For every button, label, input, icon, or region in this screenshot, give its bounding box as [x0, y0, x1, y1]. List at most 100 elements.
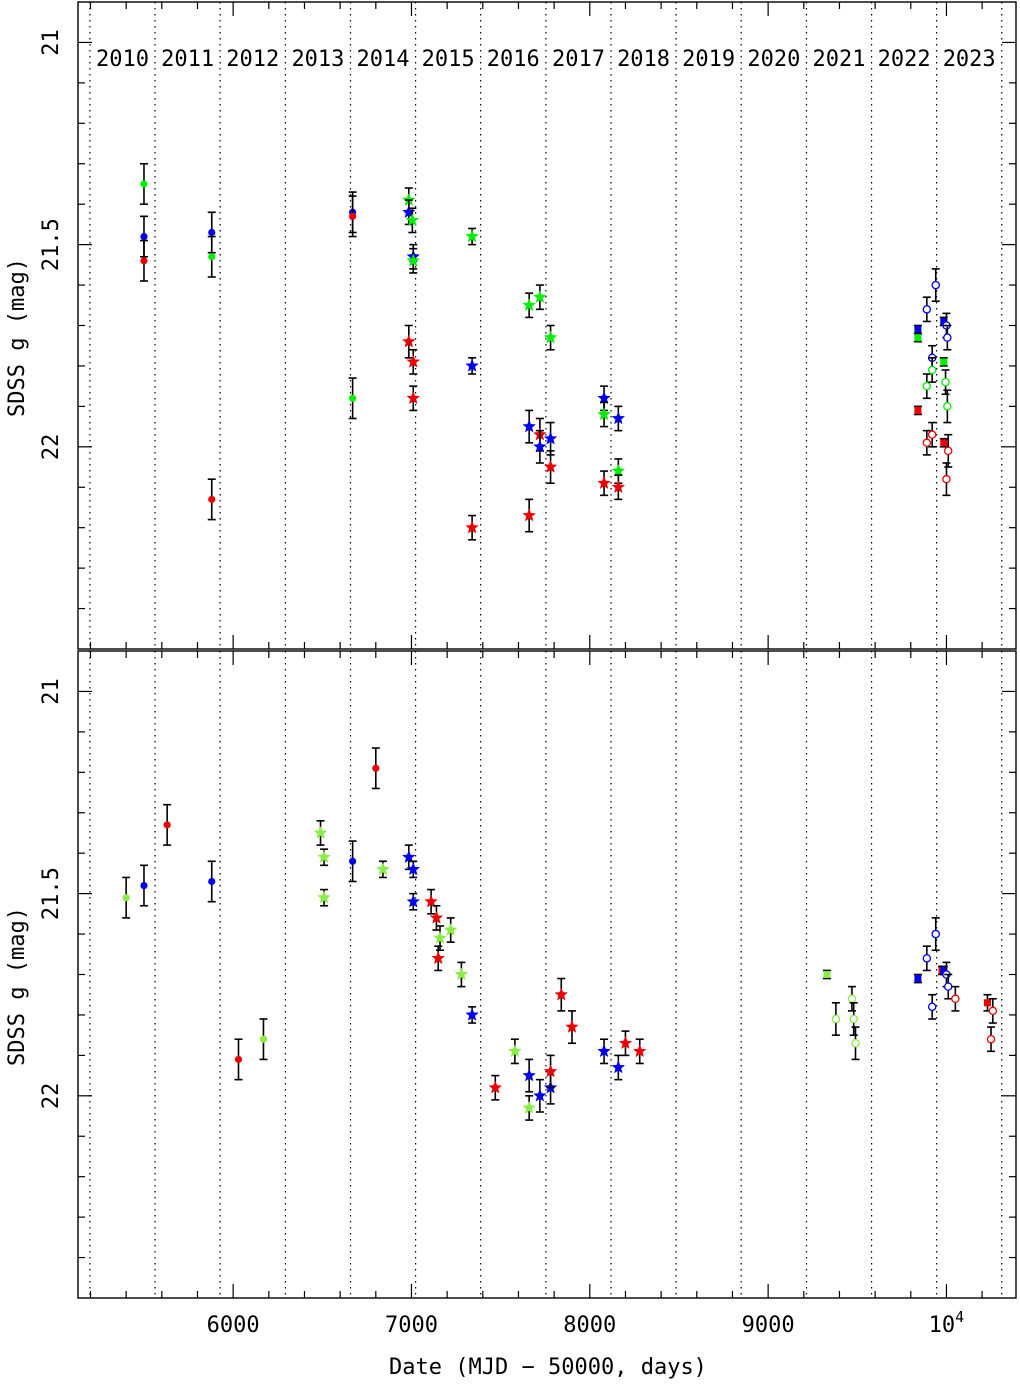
- circle-marker: [208, 253, 216, 261]
- star-marker: [632, 1044, 647, 1058]
- data-point: [122, 876, 131, 919]
- data-point: [406, 247, 421, 274]
- open-circle-marker: [943, 982, 953, 991]
- circle-marker: [208, 495, 216, 503]
- data-point: [406, 385, 421, 412]
- open-circle-marker: [922, 381, 932, 391]
- data-point: [597, 1038, 611, 1065]
- star-marker: [401, 334, 416, 348]
- open-circle-marker: [943, 446, 953, 456]
- data-point: [942, 462, 951, 497]
- square-marker: [940, 966, 948, 974]
- data-point: [849, 1002, 858, 1036]
- data-point: [533, 1078, 547, 1113]
- data-point: [611, 474, 626, 501]
- data-point: [913, 405, 922, 416]
- data-point: [565, 1010, 579, 1045]
- square-marker: [940, 317, 948, 325]
- open-circle-marker: [922, 438, 932, 448]
- data-point: [597, 470, 611, 497]
- data-point: [543, 450, 558, 485]
- data-point: [913, 973, 922, 984]
- panel-frame: [77, 650, 1017, 1299]
- data-point: [632, 1038, 647, 1065]
- star-marker: [611, 463, 626, 477]
- data-point: [927, 993, 937, 1020]
- open-circle-marker: [922, 305, 932, 314]
- year-label: 2011: [161, 47, 214, 72]
- data-point: [522, 1058, 537, 1093]
- square-marker: [940, 358, 948, 366]
- data-point: [406, 892, 421, 911]
- circle-marker: [208, 228, 216, 237]
- year-label: 2020: [747, 47, 800, 72]
- data-point: [406, 348, 421, 375]
- star-marker: [522, 1068, 537, 1082]
- data-point: [443, 917, 458, 943]
- data-point: [522, 1095, 537, 1121]
- data-point: [618, 1030, 633, 1057]
- star-marker: [522, 419, 537, 433]
- data-point: [543, 324, 558, 351]
- data-point: [943, 324, 952, 351]
- data-point: [406, 860, 421, 879]
- data-point: [847, 985, 857, 1012]
- open-circle-marker: [927, 1002, 937, 1012]
- star-marker: [611, 480, 626, 494]
- open-circle-marker: [931, 280, 941, 290]
- year-label: 2016: [487, 47, 540, 72]
- year-label: 2022: [878, 47, 931, 72]
- star-marker: [406, 894, 421, 908]
- star-marker: [405, 213, 420, 227]
- data-point: [822, 969, 831, 980]
- open-circle-marker: [849, 1014, 858, 1024]
- open-circle-marker: [931, 929, 941, 939]
- data-point: [922, 296, 932, 323]
- star-marker: [406, 253, 421, 267]
- data-point: [207, 235, 216, 278]
- data-point: [234, 1038, 243, 1081]
- data-point: [139, 162, 148, 205]
- star-marker: [376, 862, 390, 876]
- star-marker: [597, 1044, 611, 1058]
- data-point: [454, 961, 469, 988]
- star-marker: [443, 922, 458, 936]
- star-marker: [465, 520, 479, 534]
- square-marker: [914, 334, 922, 342]
- x-axis-title: Date (MJD − 50000, days): [389, 1355, 707, 1380]
- data-point: [508, 1038, 522, 1065]
- y-axis-title: SDSS g (mag): [5, 258, 30, 417]
- year-label: 2013: [291, 47, 344, 72]
- data-point: [348, 840, 357, 883]
- star-marker: [533, 1088, 547, 1102]
- square-marker: [914, 975, 922, 983]
- square-marker: [983, 999, 991, 1007]
- circle-marker: [349, 857, 357, 865]
- data-point: [931, 917, 941, 952]
- data-point: [317, 888, 331, 907]
- data-point: [424, 888, 438, 915]
- data-point: [405, 207, 420, 234]
- y-axis-title: SDSS g (mag): [5, 907, 30, 1066]
- y-tick-label: 21: [39, 29, 64, 56]
- star-marker: [611, 411, 626, 425]
- data-point: [522, 409, 537, 444]
- data-point: [922, 429, 932, 456]
- data-point: [611, 1054, 626, 1081]
- star-marker: [533, 289, 547, 304]
- data-point: [431, 945, 446, 972]
- star-marker: [465, 229, 479, 243]
- star-marker: [522, 1100, 537, 1114]
- open-circle-marker: [847, 994, 857, 1004]
- star-marker: [424, 894, 438, 908]
- star-marker: [401, 205, 416, 219]
- data-point: [401, 324, 416, 359]
- data-point: [139, 864, 148, 907]
- open-circle-marker: [922, 954, 932, 963]
- star-marker: [406, 862, 421, 876]
- data-point: [317, 848, 331, 867]
- data-point: [851, 1026, 860, 1061]
- data-point: [543, 1054, 558, 1089]
- data-point: [831, 1002, 841, 1036]
- data-point: [943, 389, 952, 424]
